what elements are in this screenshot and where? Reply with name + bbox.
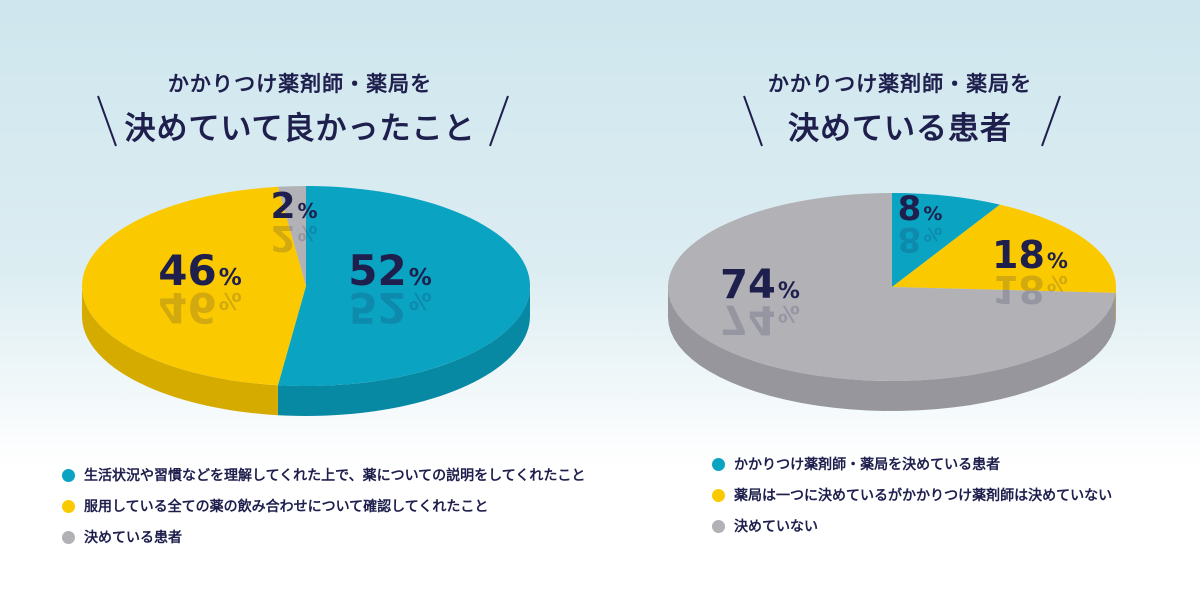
right-title-slash-right-icon <box>1041 95 1061 147</box>
right-pie-chart: 8 %8% 18%18%74%74% <box>668 189 1117 411</box>
right-legend-item-yellow: 薬局は一つに決めているがかかりつけ薬剤師は決めていない <box>712 485 1112 505</box>
pie-slice-0 <box>892 193 1000 287</box>
right-legend-label: 決めていない <box>734 519 818 535</box>
right-chart-title-line2: 決めている患者 <box>788 111 1012 147</box>
right-legend-label: かかりつけ薬剤師・薬局を決めている患者 <box>734 457 1001 473</box>
left-title-slash-right-icon <box>489 95 509 147</box>
pie-slice-2 <box>668 193 1116 381</box>
blue-dot-icon <box>62 469 75 482</box>
pie-slice-1 <box>82 186 306 386</box>
left-chart-title-line1: かかりつけ薬剤師・薬局を <box>167 72 433 96</box>
gray-dot-icon <box>712 520 725 533</box>
left-legend-item-yellow: 服用している全ての薬の飲み合わせについて確認してくれたこと <box>62 496 488 516</box>
yellow-dot-icon <box>62 500 75 513</box>
left-legend-label: 服用している全ての薬の飲み合わせについて確認してくれたこと <box>84 499 489 515</box>
left-chart-title-line2: 決めていて良かったこと <box>124 111 476 147</box>
left-chart-panel: かかりつけ薬剤師・薬局を 決めていて良かったこと 52% 52% 46% 46% 2% 2… <box>62 72 585 547</box>
left-title-slash-left-icon <box>97 95 117 147</box>
pie-slice-1 <box>892 204 1117 293</box>
pie-side-1 <box>82 286 278 416</box>
right-chart-panel: かかりつけ薬剤師・薬局を 決めている患者 8% 8% 18% 18% 74% 74% かか… <box>600 0 1200 600</box>
left-legend-item-blue: 生活状況や習慣などを理解してくれた上で、薬についての説明をしてくれたこと <box>62 465 585 485</box>
yellow-dot-icon <box>712 489 725 502</box>
pie-slice-2 <box>277 186 306 286</box>
pie-side-2 <box>668 287 1116 411</box>
gray-dot-icon <box>62 531 75 544</box>
blue-dot-icon <box>712 458 725 471</box>
left-legend-item-gray: 決めている患者 <box>62 527 182 547</box>
right-title-slash-left-icon <box>743 95 763 147</box>
left-pie-chart: 52%52%46%46%2 %2% <box>82 186 531 416</box>
right-legend-item-gray: 決めていない <box>712 516 818 536</box>
pie-slice-0 <box>277 186 531 386</box>
right-chart-title-line1: かかりつけ薬剤師・薬局を <box>767 72 1033 96</box>
pie-data-label-0: 8% <box>898 189 943 229</box>
left-legend-label: 決めている患者 <box>84 530 182 546</box>
pie-side-0 <box>277 286 530 416</box>
right-legend-label: 薬局は一つに決めているがかかりつけ薬剤師は決めていない <box>734 488 1113 504</box>
left-legend-label: 生活状況や習慣などを理解してくれた上で、薬についての説明をしてくれたこと <box>84 468 586 484</box>
right-legend-item-blue: かかりつけ薬剤師・薬局を決めている患者 <box>712 454 1000 474</box>
